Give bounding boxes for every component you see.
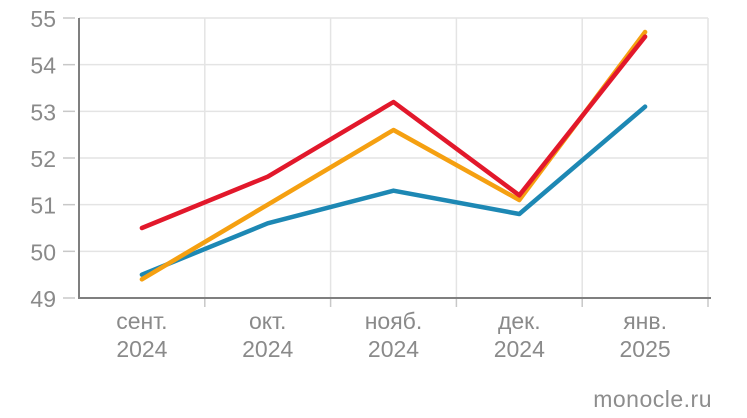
y-tick-label: 53	[30, 99, 56, 125]
x-axis-label: сент. 2024	[116, 308, 167, 362]
y-tick-label: 51	[30, 193, 56, 219]
y-tick-label: 55	[30, 6, 56, 32]
x-axis-label: нояб. 2024	[365, 308, 423, 362]
y-tick-label: 50	[30, 239, 56, 265]
series-line-blue	[139, 104, 648, 277]
y-tick-label: 54	[30, 53, 56, 79]
x-axis-label: окт. 2024	[242, 308, 293, 362]
y-tick-label: 49	[30, 286, 56, 312]
y-tick-label: 52	[30, 146, 56, 172]
watermark-text: monocle.ru	[593, 386, 712, 412]
x-axis-label: янв. 2025	[620, 308, 671, 362]
x-axis-label: дек. 2024	[494, 308, 545, 362]
series-line-red	[139, 34, 648, 231]
